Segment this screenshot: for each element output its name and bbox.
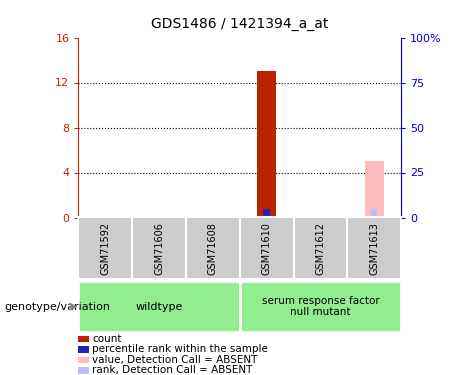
Text: GSM71592: GSM71592 xyxy=(100,222,110,275)
Bar xyxy=(365,161,384,218)
Text: genotype/variation: genotype/variation xyxy=(5,302,111,312)
Text: rank, Detection Call = ABSENT: rank, Detection Call = ABSENT xyxy=(92,366,253,375)
Bar xyxy=(371,209,378,218)
Text: GSM71612: GSM71612 xyxy=(315,222,325,275)
Bar xyxy=(240,281,401,332)
Bar xyxy=(78,217,132,279)
Bar xyxy=(132,217,186,279)
Text: GSM71610: GSM71610 xyxy=(261,222,272,275)
Bar xyxy=(78,281,240,332)
Bar xyxy=(240,217,294,279)
Bar xyxy=(257,71,276,217)
Text: GSM71608: GSM71608 xyxy=(208,222,218,275)
Bar xyxy=(317,216,324,217)
Text: GDS1486 / 1421394_a_at: GDS1486 / 1421394_a_at xyxy=(151,17,328,31)
Text: wildtype: wildtype xyxy=(136,302,183,312)
Bar xyxy=(186,217,240,279)
Text: GSM71613: GSM71613 xyxy=(369,222,379,275)
Text: GSM71606: GSM71606 xyxy=(154,222,164,275)
Text: serum response factor
null mutant: serum response factor null mutant xyxy=(261,296,379,317)
Text: count: count xyxy=(92,334,122,344)
Bar xyxy=(294,217,347,279)
Bar xyxy=(263,209,270,218)
Text: value, Detection Call = ABSENT: value, Detection Call = ABSENT xyxy=(92,355,258,365)
Bar xyxy=(347,217,401,279)
Text: percentile rank within the sample: percentile rank within the sample xyxy=(92,345,268,354)
